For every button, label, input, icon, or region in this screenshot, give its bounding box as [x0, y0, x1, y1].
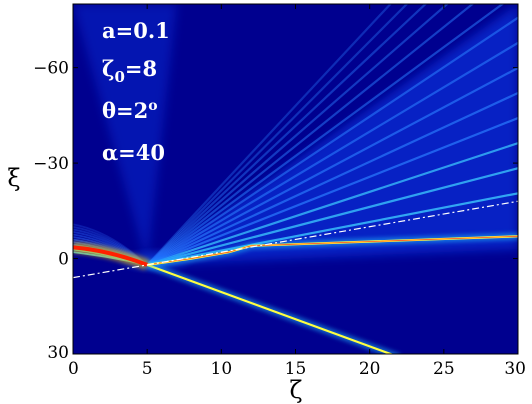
annotation-a: a=0.1 [102, 18, 170, 43]
fringe-ray [146, 4, 505, 266]
x-tick-label: 5 [142, 359, 153, 379]
heatmap-field [73, 4, 518, 354]
plot-frame [72, 3, 519, 355]
fringe-ray [146, 91, 518, 266]
x-tick-label: 15 [285, 359, 307, 379]
fringe-ray [146, 142, 518, 266]
upper-beam-core [147, 235, 518, 266]
upper-glow [147, 4, 518, 265]
fringe-ray [146, 16, 518, 266]
fringe-ray [146, 4, 475, 266]
x-tick-label: 0 [68, 359, 79, 379]
x-axis-label: ζ [289, 376, 302, 404]
x-axis-ticks: 0 5 10 15 20 25 30 [68, 4, 526, 379]
annotation-zeta0: ζ0=8 [102, 56, 157, 86]
fringe-ray [146, 4, 428, 266]
y-axis-label: ξ [7, 164, 20, 192]
y-tick-label: 30 [47, 343, 69, 363]
fringe-ray [146, 4, 392, 266]
y-tick-label: −30 [33, 154, 69, 174]
fringe-ray [146, 167, 518, 266]
y-tick-label: −60 [33, 59, 69, 79]
fringe-ray [146, 4, 409, 266]
lower-beam [146, 263, 394, 354]
fringe-ray [146, 41, 518, 266]
x-tick-label: 20 [359, 359, 381, 379]
y-axis-ticks: −60 −30 0 30 [33, 59, 518, 363]
fringe-ray [146, 117, 518, 266]
fringe-ray [146, 4, 449, 266]
dash-dot-line [73, 200, 518, 279]
annotation-alpha: α=40 [102, 140, 165, 165]
fringe-ray [146, 66, 518, 266]
heatmap-plot-area [73, 4, 518, 354]
parameter-annotations: a=0.1 ζ0=8 θ=2o α=40 [102, 18, 170, 165]
annotation-theta: θ=2o [102, 98, 158, 123]
initial-beam [73, 245, 148, 267]
y-tick-label: 0 [58, 250, 69, 270]
upper-left-glow [73, 4, 177, 265]
x-tick-label: 25 [433, 359, 455, 379]
x-tick-label: 30 [504, 359, 526, 379]
x-tick-label: 10 [211, 359, 233, 379]
